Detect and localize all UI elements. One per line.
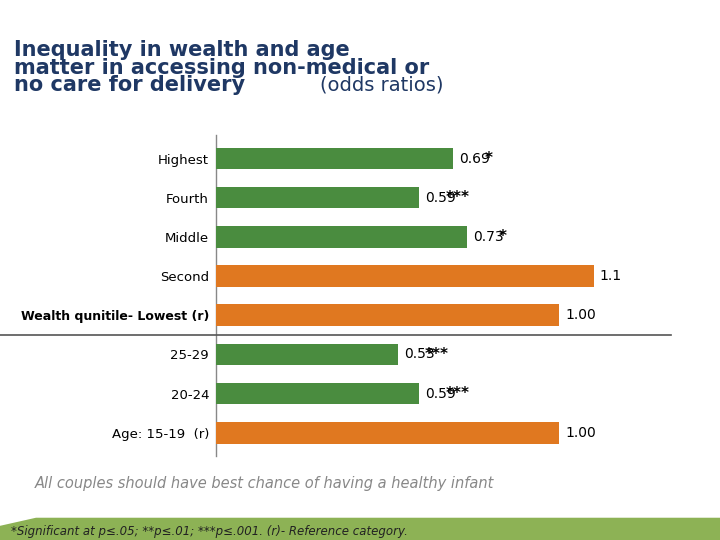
Text: 0.59: 0.59 — [425, 191, 456, 205]
Text: 0.59: 0.59 — [425, 387, 456, 401]
Text: 1.00: 1.00 — [566, 426, 596, 440]
Text: 1.00: 1.00 — [566, 308, 596, 322]
Text: no care for delivery: no care for delivery — [14, 75, 246, 95]
Bar — [216, 422, 559, 443]
Bar — [216, 148, 453, 169]
Bar — [216, 305, 559, 326]
Bar — [216, 343, 398, 365]
Text: 1.1: 1.1 — [600, 269, 622, 283]
Text: no care for delivery              (odds ratios): no care for delivery (odds ratios) — [14, 75, 498, 95]
Text: 0.73: 0.73 — [473, 230, 503, 244]
Text: ***: *** — [446, 386, 469, 401]
Text: 0.53: 0.53 — [404, 347, 435, 361]
Text: ***: *** — [446, 190, 469, 205]
Text: matter in accessing non-medical or: matter in accessing non-medical or — [14, 58, 430, 78]
Bar — [216, 265, 594, 287]
Text: *: * — [499, 230, 507, 245]
Polygon shape — [0, 518, 720, 540]
Text: ***: *** — [425, 347, 449, 362]
Bar — [216, 383, 418, 404]
Text: *Significant at p≤.05; **p≤.01; ***p≤.001. (r)- Reference category.: *Significant at p≤.05; **p≤.01; ***p≤.00… — [11, 524, 408, 538]
Text: All couples should have best chance of having a healthy infant: All couples should have best chance of h… — [35, 476, 495, 491]
Bar — [216, 226, 467, 248]
Text: 0.69: 0.69 — [459, 152, 490, 165]
Bar — [216, 187, 418, 208]
Text: (odds ratios): (odds ratios) — [320, 75, 444, 94]
Text: Inequality in wealth and age: Inequality in wealth and age — [14, 40, 350, 60]
Text: *: * — [485, 151, 493, 166]
